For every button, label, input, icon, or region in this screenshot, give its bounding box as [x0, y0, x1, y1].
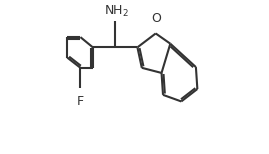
- Text: O: O: [151, 12, 161, 25]
- Text: NH$_2$: NH$_2$: [104, 4, 129, 19]
- Text: F: F: [77, 95, 84, 108]
